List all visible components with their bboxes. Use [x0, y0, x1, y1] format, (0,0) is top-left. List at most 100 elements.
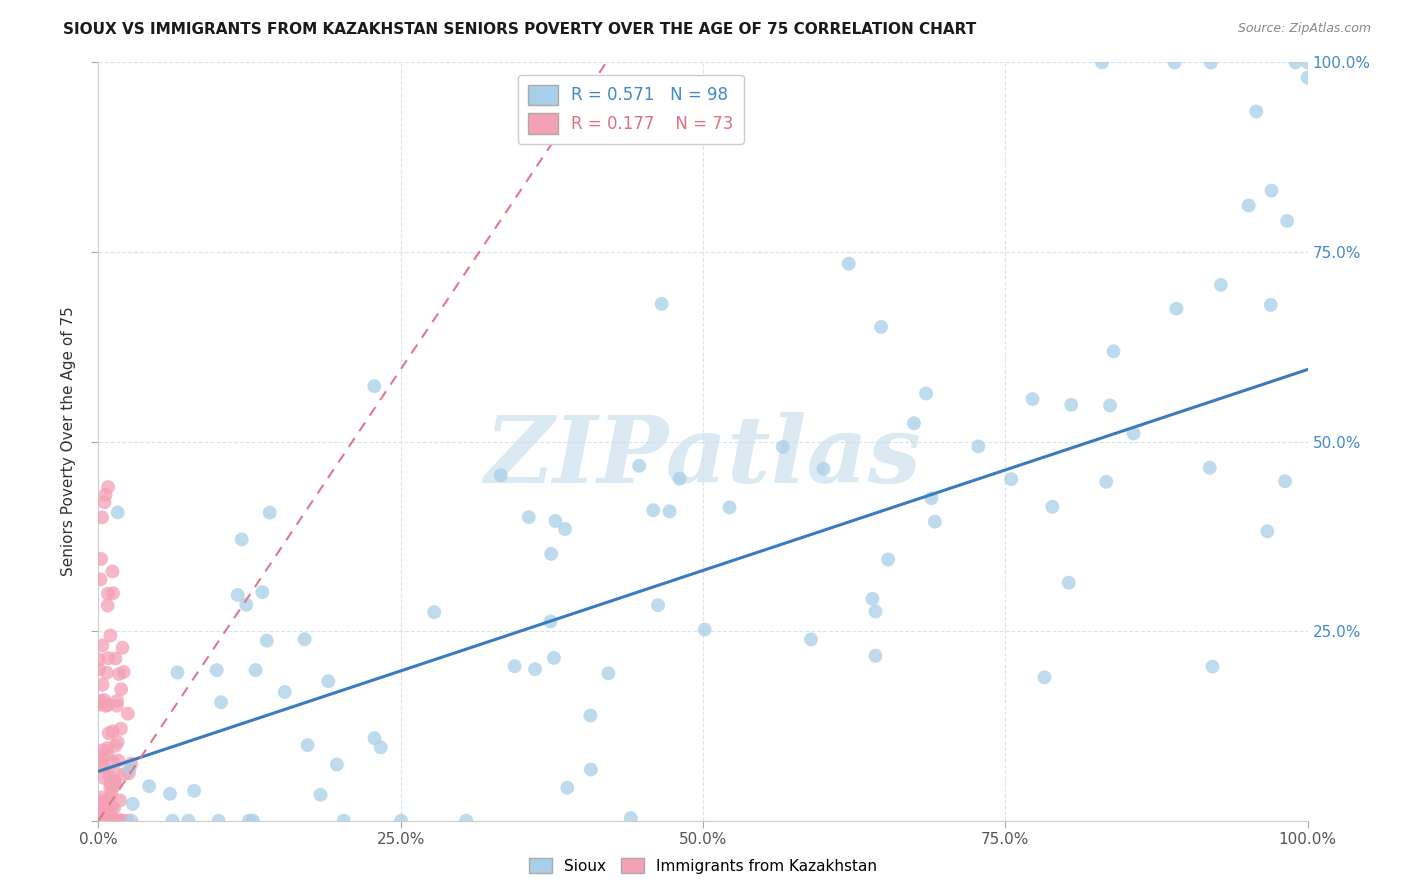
Point: [87, 814, 110, 828]
Point: [1237, 198, 1260, 212]
Point: [100, 802, 122, 816]
Point: [104, 774, 127, 789]
Point: [103, 764, 125, 779]
Point: [489, 468, 512, 483]
Point: [108, 814, 131, 828]
Point: [98, 801, 121, 815]
Point: [1040, 500, 1063, 514]
Point: [363, 379, 385, 393]
Point: [389, 814, 412, 828]
Point: [800, 632, 823, 647]
Point: [107, 754, 129, 768]
Point: [524, 662, 547, 676]
Point: [101, 755, 124, 769]
Point: [579, 708, 602, 723]
Point: [363, 731, 385, 746]
Point: [100, 628, 122, 642]
Point: [110, 814, 132, 828]
Point: [1284, 55, 1306, 70]
Point: [1000, 472, 1022, 486]
Point: [1198, 460, 1220, 475]
Point: [183, 784, 205, 798]
Point: [97, 480, 120, 494]
Point: [543, 651, 565, 665]
Point: [668, 472, 690, 486]
Point: [93, 794, 115, 808]
Point: [89, 814, 111, 828]
Point: [231, 533, 253, 547]
Point: [555, 780, 578, 795]
Point: [103, 801, 125, 815]
Point: [93, 693, 115, 707]
Point: [91, 803, 114, 817]
Point: [91, 790, 114, 805]
Point: [877, 552, 900, 566]
Point: [967, 439, 990, 453]
Point: [117, 706, 139, 721]
Point: [1260, 184, 1282, 198]
Point: [89, 573, 111, 587]
Point: [100, 776, 122, 790]
Point: [97, 698, 120, 712]
Point: [87, 698, 110, 712]
Point: [120, 814, 142, 828]
Point: [1209, 277, 1232, 292]
Point: [93, 771, 115, 785]
Point: [865, 648, 887, 663]
Point: [238, 814, 260, 828]
Point: [96, 809, 118, 823]
Point: [104, 814, 127, 828]
Legend: R = 0.571   N = 98, R = 0.177    N = 73: R = 0.571 N = 98, R = 0.177 N = 73: [517, 75, 744, 144]
Point: [87, 652, 110, 666]
Point: [91, 743, 114, 757]
Point: [98, 791, 121, 805]
Point: [838, 257, 860, 271]
Text: SIOUX VS IMMIGRANTS FROM KAZAKHSTAN SENIORS POVERTY OVER THE AGE OF 75 CORRELATI: SIOUX VS IMMIGRANTS FROM KAZAKHSTAN SENI…: [63, 22, 977, 37]
Point: [138, 779, 160, 793]
Point: [598, 666, 620, 681]
Point: [643, 503, 665, 517]
Point: [103, 814, 125, 828]
Point: [544, 514, 567, 528]
Point: [1095, 475, 1118, 489]
Point: [1256, 524, 1278, 539]
Point: [1166, 301, 1188, 316]
Point: [110, 722, 132, 736]
Point: [104, 651, 127, 665]
Point: [90, 552, 112, 566]
Point: [862, 591, 884, 606]
Point: [1260, 298, 1282, 312]
Point: [98, 769, 121, 783]
Point: [870, 320, 893, 334]
Point: [121, 797, 143, 811]
Point: [93, 761, 115, 775]
Point: [177, 814, 200, 828]
Point: [87, 662, 110, 676]
Point: [105, 698, 128, 713]
Point: [326, 757, 349, 772]
Point: [903, 417, 925, 431]
Point: [1057, 575, 1080, 590]
Point: [503, 659, 526, 673]
Point: [245, 663, 267, 677]
Point: [651, 297, 673, 311]
Point: [1296, 55, 1319, 70]
Point: [107, 735, 129, 749]
Point: [865, 605, 887, 619]
Point: [98, 780, 121, 794]
Point: [110, 814, 132, 828]
Point: [658, 504, 681, 518]
Y-axis label: Seniors Poverty Over the Age of 75: Seniors Poverty Over the Age of 75: [60, 307, 76, 576]
Point: [91, 510, 114, 524]
Point: [91, 814, 114, 828]
Point: [87, 814, 110, 828]
Point: [1091, 55, 1114, 70]
Point: [1199, 55, 1222, 70]
Point: [90, 755, 112, 769]
Legend: Sioux, Immigrants from Kazakhstan: Sioux, Immigrants from Kazakhstan: [523, 852, 883, 880]
Point: [256, 633, 278, 648]
Point: [554, 522, 576, 536]
Point: [647, 598, 669, 612]
Point: [309, 788, 332, 802]
Point: [205, 663, 228, 677]
